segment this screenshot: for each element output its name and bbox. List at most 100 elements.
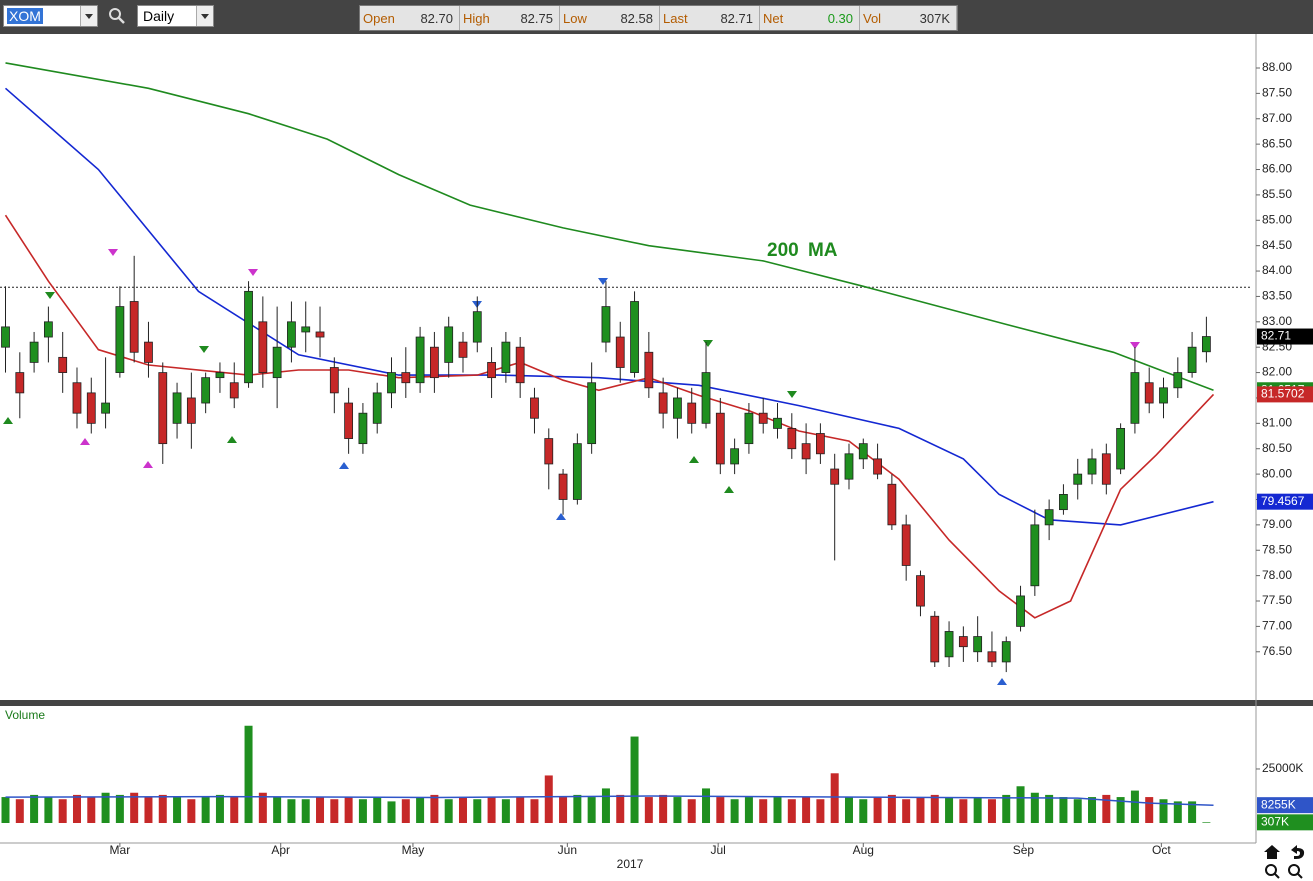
candle-body (930, 615, 940, 663)
x-tick-label: Apr (271, 843, 290, 857)
home-button[interactable] (1264, 845, 1280, 859)
dropdown-arrow[interactable] (80, 6, 97, 26)
candle-body (815, 433, 825, 455)
candle-body (186, 397, 196, 424)
y-tick-label: 87.50 (1262, 86, 1292, 100)
candle-body (1201, 336, 1211, 353)
back-button[interactable] (1291, 845, 1305, 859)
pivot-high (703, 340, 713, 347)
volume-bar (401, 799, 410, 823)
y-tick-label: 81.00 (1262, 416, 1292, 430)
volume-bar (587, 797, 596, 823)
volume-bar (787, 799, 796, 823)
candle-body (115, 306, 125, 373)
candle-body (129, 301, 139, 353)
value-tag (1257, 386, 1313, 403)
candle-body (787, 428, 797, 450)
candle-body (101, 402, 110, 414)
pivot-high (598, 278, 608, 285)
candle-body (72, 382, 82, 414)
x-tick-label: Oct (1152, 843, 1171, 857)
ma-annotation: 200 MA (767, 240, 838, 261)
value-tag (1257, 797, 1313, 814)
quote-cell: Last 82.71 (660, 6, 760, 30)
candle-body (1030, 524, 1040, 587)
candle-body (1144, 382, 1154, 404)
volume-bar (316, 797, 325, 823)
candle-body (415, 336, 425, 384)
candle-body (587, 382, 597, 445)
volume-bar (301, 799, 310, 823)
volume-bar (716, 797, 725, 823)
y-tick-label: 86.00 (1262, 162, 1292, 176)
y-tick-label: 77.50 (1262, 593, 1292, 607)
candle-body (43, 321, 53, 338)
candle-body (444, 326, 454, 363)
x-tick-label: Sep (1013, 843, 1035, 857)
volume-bar (1045, 794, 1054, 823)
volume-bar (616, 794, 625, 823)
volume-bar (973, 797, 982, 823)
volume-bar (15, 799, 24, 823)
interval-select[interactable]: Daily (137, 5, 214, 27)
volume-bar (373, 797, 382, 823)
symbol-input[interactable]: XOM (3, 5, 98, 27)
y-tick-label: 82.00 (1262, 365, 1292, 379)
pivot-low (80, 438, 90, 445)
volume-bar (58, 799, 67, 823)
nav-icons (1264, 845, 1305, 879)
candle-body (1059, 494, 1068, 511)
quote-value: 82.70 (420, 10, 453, 26)
candle-body (887, 483, 897, 526)
volume-bar (358, 799, 367, 823)
candle-body (1044, 509, 1054, 526)
candle-body (1101, 453, 1111, 485)
volume-bar (916, 797, 925, 823)
pivot-markers (3, 249, 1140, 685)
candle-body (429, 346, 439, 379)
volume-bar (215, 794, 224, 823)
volume-bar (987, 799, 996, 823)
candle-body (744, 412, 754, 445)
volume-bar (487, 797, 496, 823)
search-icon[interactable] (108, 7, 126, 25)
quote-label: Last (663, 10, 688, 26)
ma-line (5, 62, 1214, 392)
quote-cell: High 82.75 (460, 6, 560, 30)
volume-bar (687, 799, 696, 823)
y-tick-label: 87.00 (1262, 111, 1292, 125)
candle-body (1001, 641, 1011, 663)
quote-box: Open 82.70 High 82.75 Low 82.58 Last 82.71 Net 0.… (359, 5, 958, 31)
volume-bar (158, 794, 167, 823)
candle-body (916, 575, 925, 607)
volume-bar (544, 775, 553, 823)
candle-body (615, 336, 625, 368)
candle-body (1016, 595, 1025, 627)
volume-bar (1188, 801, 1197, 823)
pivot-low (556, 513, 566, 520)
volume-bar (173, 797, 182, 823)
volume-bar (630, 736, 639, 823)
dropdown-arrow[interactable] (196, 6, 213, 26)
pivot-low (3, 417, 13, 424)
candle-body (458, 341, 468, 358)
pivot-high (45, 292, 55, 299)
volume-bar (1130, 790, 1139, 823)
quote-label: Open (363, 10, 395, 26)
candle-body (387, 372, 396, 394)
zoom-in-button[interactable] (1265, 864, 1277, 876)
candle-body (858, 443, 868, 460)
zoom-out-button[interactable] (1288, 864, 1300, 876)
volume-bar (444, 799, 453, 823)
volume-bar (659, 794, 668, 823)
volume-bar (516, 797, 525, 823)
volume-ma-line (5, 795, 1214, 806)
volume-bar (573, 794, 582, 823)
y-tick-label: 84.50 (1262, 238, 1292, 252)
y-tick-label: 79.00 (1262, 517, 1292, 531)
pivot-low (227, 436, 237, 443)
volume-bar (902, 799, 911, 823)
candle-body (773, 417, 782, 429)
symbol-text: XOM (7, 8, 43, 24)
quote-value: 307K (919, 10, 950, 26)
